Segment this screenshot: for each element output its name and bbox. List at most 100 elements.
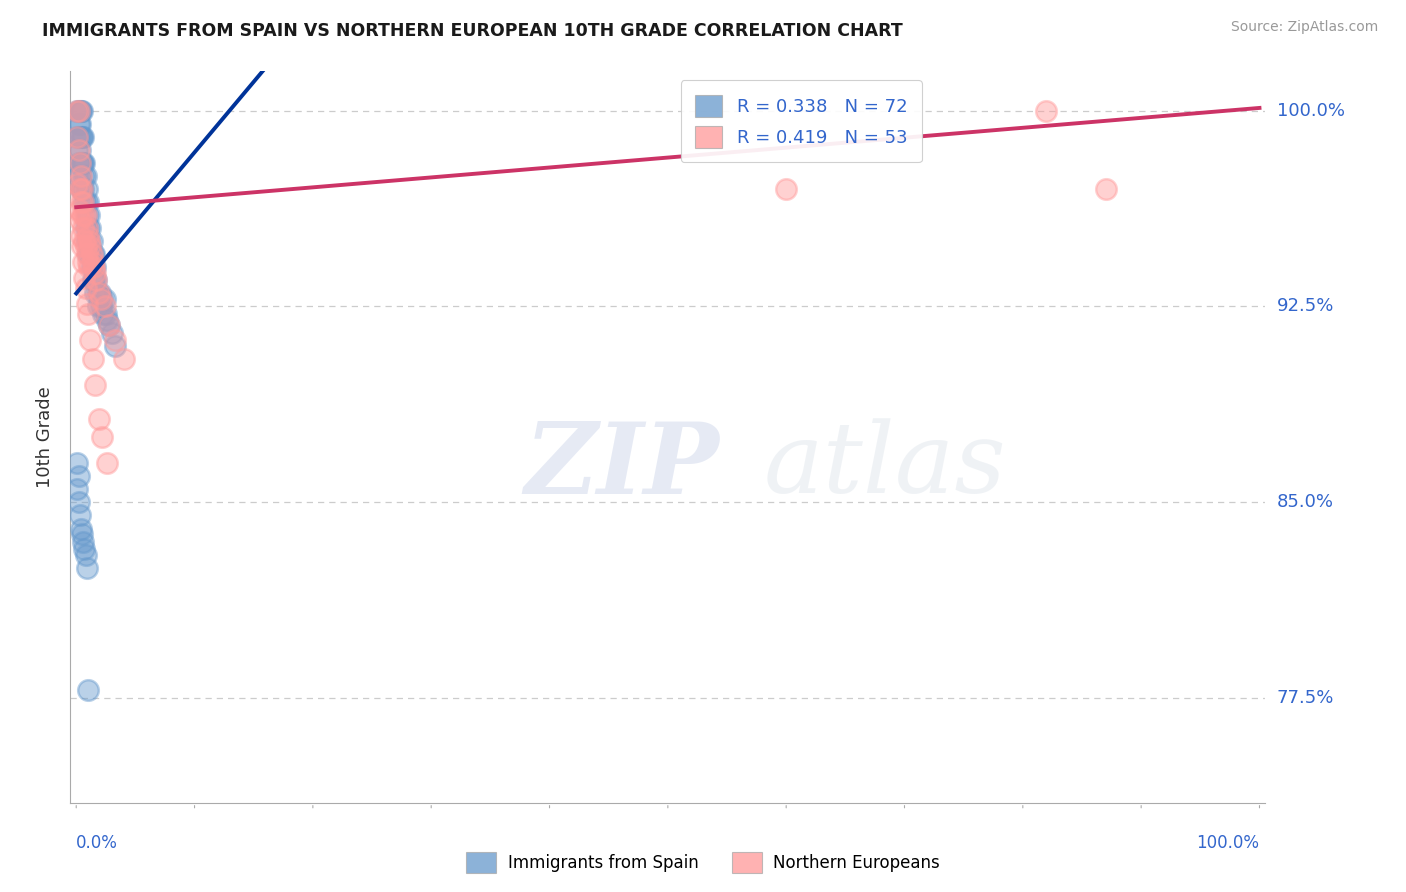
Point xyxy=(67,155,90,169)
Point xyxy=(80,247,103,261)
Point xyxy=(66,129,89,144)
Point xyxy=(70,182,93,196)
Point xyxy=(76,560,98,574)
Point xyxy=(77,194,100,209)
Text: atlas: atlas xyxy=(763,418,1007,514)
Point xyxy=(77,234,100,248)
Text: 85.0%: 85.0% xyxy=(1277,493,1333,511)
Y-axis label: 10th Grade: 10th Grade xyxy=(37,386,55,488)
Point xyxy=(70,194,93,209)
Point xyxy=(69,213,91,227)
Point xyxy=(72,534,94,549)
Point xyxy=(76,208,98,222)
Point xyxy=(73,208,96,222)
Point xyxy=(76,247,98,261)
Point xyxy=(87,411,110,425)
Point xyxy=(72,129,94,144)
Point xyxy=(73,194,96,209)
Point xyxy=(90,300,112,314)
Point xyxy=(67,495,90,509)
Point xyxy=(66,483,89,497)
Point xyxy=(66,103,89,118)
Point xyxy=(77,683,100,698)
Point xyxy=(112,351,135,366)
Point xyxy=(100,326,122,340)
Text: Source: ZipAtlas.com: Source: ZipAtlas.com xyxy=(1230,20,1378,34)
Point xyxy=(93,307,115,321)
Point xyxy=(66,143,89,157)
Point xyxy=(90,292,112,306)
Text: IMMIGRANTS FROM SPAIN VS NORTHERN EUROPEAN 10TH GRADE CORRELATION CHART: IMMIGRANTS FROM SPAIN VS NORTHERN EUROPE… xyxy=(42,22,903,40)
Point xyxy=(86,273,108,287)
Point xyxy=(69,508,91,523)
Point xyxy=(86,273,108,287)
Point xyxy=(73,270,96,285)
Point xyxy=(69,169,91,183)
Point xyxy=(77,255,100,269)
Text: 92.5%: 92.5% xyxy=(1277,297,1334,316)
Point xyxy=(76,297,98,311)
Point xyxy=(76,182,98,196)
Point xyxy=(67,469,90,483)
Text: ZIP: ZIP xyxy=(524,418,720,515)
Point xyxy=(70,526,93,541)
Point xyxy=(82,247,104,261)
Point xyxy=(67,117,90,131)
Point xyxy=(77,260,100,275)
Legend: Immigrants from Spain, Northern Europeans: Immigrants from Spain, Northern European… xyxy=(460,846,946,880)
Point xyxy=(87,286,110,301)
Point xyxy=(77,221,100,235)
Point xyxy=(70,182,93,196)
Point xyxy=(84,266,107,280)
Point xyxy=(77,234,100,248)
Point xyxy=(89,286,111,301)
Point xyxy=(77,208,100,222)
Point xyxy=(70,522,93,536)
Point xyxy=(76,234,98,248)
Point xyxy=(69,103,91,118)
Point xyxy=(75,221,97,235)
Point xyxy=(67,202,90,217)
Point xyxy=(70,208,93,222)
Point xyxy=(70,155,93,169)
Point xyxy=(96,456,118,470)
Point xyxy=(83,273,105,287)
Point xyxy=(70,239,93,253)
Point xyxy=(79,247,101,261)
Point xyxy=(66,177,89,191)
Point xyxy=(70,103,93,118)
Point xyxy=(66,456,89,470)
Point xyxy=(75,281,97,295)
Point xyxy=(72,255,94,269)
Point xyxy=(73,155,96,169)
Point xyxy=(69,117,91,131)
Point xyxy=(70,103,93,118)
Point xyxy=(67,103,90,118)
Text: 77.5%: 77.5% xyxy=(1277,690,1334,707)
Point xyxy=(77,307,100,321)
Point xyxy=(775,182,797,196)
Point xyxy=(84,286,107,301)
Point xyxy=(84,260,107,275)
Point xyxy=(66,103,89,118)
Point xyxy=(72,194,94,209)
Point xyxy=(79,239,101,253)
Text: 0.0%: 0.0% xyxy=(76,834,118,852)
Point xyxy=(73,169,96,183)
Point xyxy=(75,169,97,183)
Point xyxy=(77,229,100,244)
Point xyxy=(80,260,103,275)
Point xyxy=(1094,182,1116,196)
Point xyxy=(69,182,91,196)
Point xyxy=(84,377,107,392)
Point xyxy=(96,312,118,326)
Point xyxy=(70,129,93,144)
Point xyxy=(83,247,105,261)
Point xyxy=(72,221,94,235)
Point xyxy=(75,239,97,253)
Point xyxy=(67,103,90,118)
Point xyxy=(75,548,97,562)
Point xyxy=(73,542,96,557)
Point xyxy=(76,221,98,235)
Point xyxy=(72,155,94,169)
